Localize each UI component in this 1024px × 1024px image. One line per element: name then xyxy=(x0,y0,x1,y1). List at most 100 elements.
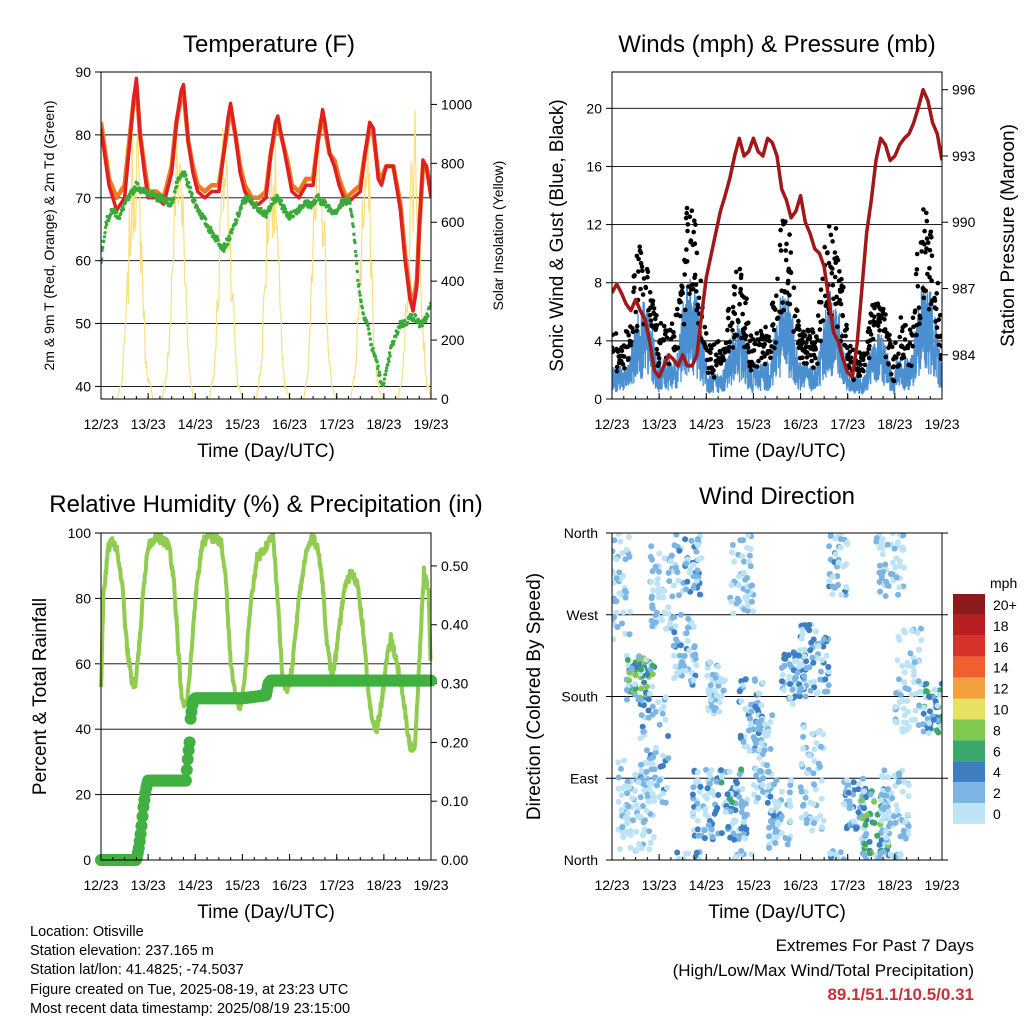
direction-point xyxy=(884,541,891,548)
dewpoint-point xyxy=(216,238,220,242)
gust-point xyxy=(675,306,680,312)
dewpoint-point xyxy=(383,372,388,377)
direction-point xyxy=(684,578,691,585)
dewpoint-point xyxy=(269,205,273,210)
gust-point xyxy=(767,338,772,344)
dewpoint-point xyxy=(105,222,109,227)
winds-xtick-label: 19/23 xyxy=(924,416,959,432)
direction-point xyxy=(817,812,824,819)
direction-point xyxy=(612,548,616,555)
direction-point xyxy=(638,761,644,768)
direction-point xyxy=(915,722,922,729)
direction-point xyxy=(901,669,908,676)
gust-point xyxy=(619,348,625,354)
direction-point xyxy=(662,694,669,701)
direction-point xyxy=(675,577,682,584)
direction-point xyxy=(684,638,691,644)
gust-point xyxy=(802,333,808,338)
direction-point xyxy=(811,781,818,788)
direction-point xyxy=(920,710,927,717)
dewpoint-point xyxy=(405,321,410,325)
gust-point xyxy=(754,364,760,369)
gust-point xyxy=(763,324,768,330)
gust-point xyxy=(691,229,696,235)
winds-ytick-label: 20 xyxy=(586,100,602,116)
gust-point xyxy=(725,327,730,333)
gust-point xyxy=(907,327,913,333)
dewpoint-point xyxy=(173,190,177,194)
gust-point xyxy=(919,249,924,254)
gust-point xyxy=(795,308,800,314)
direction-point xyxy=(622,828,629,835)
direction-point xyxy=(715,682,722,689)
gust-point xyxy=(928,229,934,235)
direction-point xyxy=(897,692,904,698)
direction-point xyxy=(633,801,640,808)
direction-point xyxy=(649,593,655,600)
direction-point xyxy=(893,690,899,696)
gust-point xyxy=(804,355,810,360)
gust-point xyxy=(851,377,856,383)
direction-point xyxy=(916,702,923,709)
direction-point xyxy=(734,780,740,787)
direction-point xyxy=(748,851,755,858)
direction-point xyxy=(692,778,699,785)
dewpoint-point xyxy=(368,337,372,341)
dewpoint-point xyxy=(297,210,301,214)
gust-point xyxy=(746,320,751,326)
direction-point xyxy=(892,718,899,725)
direction-point xyxy=(887,820,894,827)
gust-point xyxy=(681,321,687,327)
dewpoint-point xyxy=(158,198,163,202)
direction-point xyxy=(750,782,757,788)
gust-point xyxy=(694,250,700,256)
gust-point xyxy=(768,349,774,355)
gust-point xyxy=(716,339,721,344)
gust-point xyxy=(871,314,877,320)
direction-point xyxy=(767,793,774,800)
direction-point xyxy=(619,824,626,831)
direction-point xyxy=(798,814,805,821)
gust-point xyxy=(896,362,902,368)
direction-point xyxy=(684,624,691,631)
direction-point xyxy=(768,807,774,814)
direction-point xyxy=(646,786,653,793)
direction-xtick-label: 12/23 xyxy=(594,877,629,893)
winds-y2tick-label: 990 xyxy=(952,214,976,230)
gust-point xyxy=(626,333,631,338)
direction-point xyxy=(635,779,642,786)
gust-point xyxy=(800,340,805,346)
direction-point xyxy=(694,826,701,833)
gust-point xyxy=(631,289,636,295)
direction-point xyxy=(910,672,917,679)
gust-point xyxy=(933,306,939,312)
gust-point xyxy=(743,333,749,339)
direction-point xyxy=(933,727,940,734)
direction-point xyxy=(718,767,724,774)
gust-point xyxy=(883,312,888,317)
dewpoint-point xyxy=(237,213,241,218)
gust-point xyxy=(703,331,709,336)
direction-point xyxy=(876,579,883,585)
gust-point xyxy=(683,215,689,221)
direction-point xyxy=(649,568,656,575)
humidity-ylabel: Percent & Total Rainfall xyxy=(30,598,51,795)
direction-point xyxy=(811,758,818,765)
gust-point xyxy=(614,364,620,370)
direction-point xyxy=(613,575,620,582)
direction-point xyxy=(718,773,725,780)
dewpoint-point xyxy=(355,261,359,266)
direction-point xyxy=(656,568,662,575)
gust-point xyxy=(686,284,691,289)
gust-point xyxy=(636,269,641,274)
direction-point xyxy=(900,627,907,634)
direction-point xyxy=(809,827,816,834)
gust-point xyxy=(813,347,818,352)
direction-point xyxy=(861,852,868,859)
gust-point xyxy=(758,328,764,334)
direction-point xyxy=(787,681,793,687)
gust-point xyxy=(899,328,905,334)
gust-point xyxy=(640,292,646,297)
humidity-ytick-label: 0 xyxy=(83,852,91,868)
gust-point xyxy=(640,268,645,274)
